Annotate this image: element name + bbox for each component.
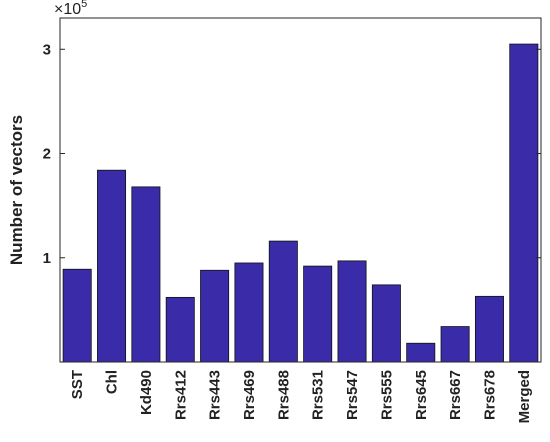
x-tick-label-rrs555: Rrs555 bbox=[378, 370, 395, 420]
y-tick-labels: 1 2 3 bbox=[43, 41, 541, 267]
bar-sst bbox=[62, 268, 92, 363]
y-axis-label: Number of vectors bbox=[7, 115, 26, 265]
bar-rrs469 bbox=[234, 262, 264, 363]
x-tick-labels: SST Chl Kd490 Rrs412 Rrs443 Rrs469 Rrs488 Rrs53… bbox=[69, 370, 533, 423]
bar-kd490 bbox=[131, 186, 161, 363]
x-tick-label-sst: SST bbox=[69, 370, 86, 399]
y-axis-multiplier: ×105 bbox=[54, 0, 87, 18]
x-tick-label-merged: Merged bbox=[516, 370, 533, 423]
x-tick-label-chl: Chl bbox=[104, 370, 121, 394]
bar-rrs645 bbox=[406, 342, 436, 363]
y-axis-multiplier-base: ×10 bbox=[54, 1, 81, 18]
bar-rrs443 bbox=[200, 269, 230, 363]
bar-rrs531 bbox=[303, 265, 333, 363]
x-tick-label-rrs547: Rrs547 bbox=[344, 370, 361, 420]
bar-rrs555 bbox=[371, 284, 401, 363]
x-tick-label-rrs645: Rrs645 bbox=[413, 370, 430, 420]
x-tick-label-rrs469: Rrs469 bbox=[241, 370, 258, 420]
bar-rrs412 bbox=[165, 296, 195, 363]
x-tick-label-rrs678: Rrs678 bbox=[481, 370, 498, 420]
x-tick-label-rrs443: Rrs443 bbox=[207, 370, 224, 420]
y-tick-label: 2 bbox=[43, 146, 51, 163]
x-tick-label-rrs667: Rrs667 bbox=[447, 370, 464, 420]
bar-merged bbox=[509, 43, 539, 363]
x-tick-label-rrs488: Rrs488 bbox=[275, 370, 292, 420]
bar-rrs678 bbox=[474, 295, 504, 363]
bar-rrs547 bbox=[337, 260, 367, 363]
x-tick-label-rrs412: Rrs412 bbox=[172, 370, 189, 420]
bar-chl bbox=[97, 169, 127, 363]
y-tick-label: 1 bbox=[43, 250, 51, 267]
bar-rrs488 bbox=[268, 240, 298, 363]
y-axis-multiplier-exponent: 5 bbox=[81, 0, 87, 10]
x-tick-label-rrs531: Rrs531 bbox=[310, 370, 327, 420]
y-tick-label: 3 bbox=[43, 41, 51, 58]
plot-area-frame bbox=[59, 17, 542, 363]
bars-group bbox=[62, 43, 539, 363]
x-tick-label-kd490: Kd490 bbox=[138, 370, 155, 415]
bar-rrs667 bbox=[440, 326, 470, 363]
